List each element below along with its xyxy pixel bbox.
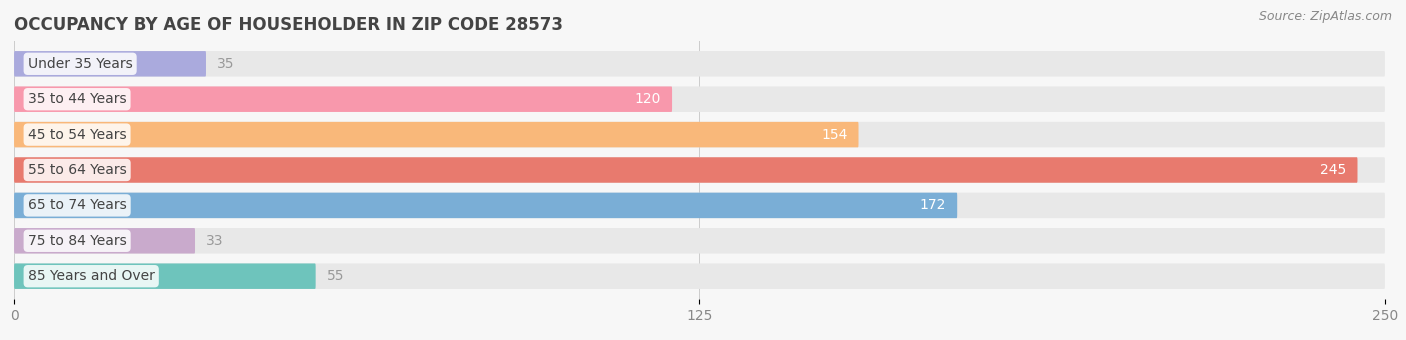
Text: 85 Years and Over: 85 Years and Over [28,269,155,283]
Text: 33: 33 [207,234,224,248]
FancyBboxPatch shape [14,86,672,112]
Text: Source: ZipAtlas.com: Source: ZipAtlas.com [1258,10,1392,23]
FancyBboxPatch shape [14,157,1358,183]
Text: 154: 154 [821,128,848,141]
FancyBboxPatch shape [14,264,316,289]
FancyBboxPatch shape [14,228,195,254]
FancyBboxPatch shape [14,51,1385,76]
FancyBboxPatch shape [14,157,1385,183]
Text: 120: 120 [634,92,661,106]
Text: 55 to 64 Years: 55 to 64 Years [28,163,127,177]
Text: 45 to 54 Years: 45 to 54 Years [28,128,127,141]
Text: OCCUPANCY BY AGE OF HOUSEHOLDER IN ZIP CODE 28573: OCCUPANCY BY AGE OF HOUSEHOLDER IN ZIP C… [14,16,562,34]
Text: 245: 245 [1320,163,1347,177]
FancyBboxPatch shape [14,193,957,218]
FancyBboxPatch shape [14,264,1385,289]
Text: 65 to 74 Years: 65 to 74 Years [28,199,127,212]
Text: 35 to 44 Years: 35 to 44 Years [28,92,127,106]
FancyBboxPatch shape [14,228,1385,254]
FancyBboxPatch shape [14,86,1385,112]
FancyBboxPatch shape [14,51,207,76]
FancyBboxPatch shape [14,193,1385,218]
Text: 172: 172 [920,199,946,212]
Text: Under 35 Years: Under 35 Years [28,57,132,71]
FancyBboxPatch shape [14,122,859,147]
Text: 55: 55 [326,269,344,283]
FancyBboxPatch shape [14,122,1385,147]
Text: 35: 35 [217,57,235,71]
Text: 75 to 84 Years: 75 to 84 Years [28,234,127,248]
